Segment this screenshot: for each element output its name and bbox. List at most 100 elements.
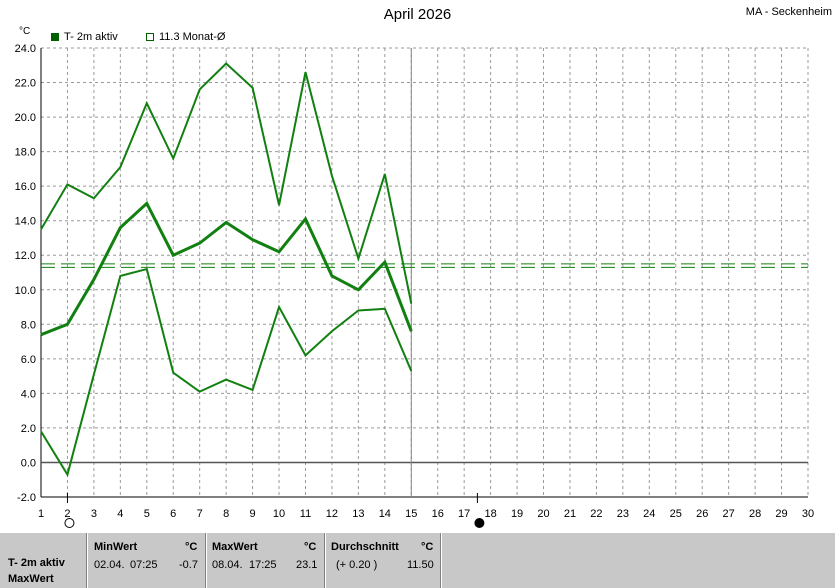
x-tick-label: 7: [197, 508, 203, 520]
x-tick-label: 28: [749, 508, 761, 520]
full-moon-icon: [64, 518, 75, 528]
data-point-mean: [199, 242, 201, 244]
data-point-min: [225, 379, 227, 381]
avg-unit: °C: [421, 541, 434, 553]
x-tick-label: 23: [617, 508, 629, 520]
x-tick-label: 13: [352, 508, 364, 520]
max-date: 08.04.: [212, 559, 243, 571]
data-point-mean: [225, 221, 227, 223]
data-point-min: [357, 309, 359, 311]
new-moon-icon: [474, 518, 485, 528]
data-point-max: [384, 173, 386, 175]
x-tick-label: 24: [643, 508, 655, 520]
y-tick-label: 18.0: [15, 147, 36, 159]
x-tick-label: 1: [38, 508, 44, 520]
data-point-max: [93, 197, 95, 199]
x-tick-label: 27: [723, 508, 735, 520]
y-tick-label: 0.0: [21, 457, 36, 469]
stats-footer: T- 2m aktiv MaxWert MinWert °C 02.04. 07…: [0, 533, 835, 588]
x-tick-label: 6: [170, 508, 176, 520]
data-point-min: [304, 354, 306, 356]
chart-grid: [41, 47, 809, 498]
data-point-mean: [252, 239, 254, 241]
data-point-max: [357, 258, 359, 260]
y-tick-label: 4.0: [21, 388, 36, 400]
min-label: MinWert: [94, 541, 138, 553]
data-point-max: [66, 183, 68, 185]
x-tick-label: 8: [223, 508, 229, 520]
data-point-mean: [278, 251, 280, 253]
data-point-mean: [40, 334, 42, 336]
x-tick-label: 2: [64, 508, 70, 520]
data-point-max: [252, 87, 254, 89]
legend-label-average: 11.3 Monat-Ø: [159, 31, 226, 43]
min-time: 07:25: [130, 559, 158, 571]
data-point-min: [40, 430, 42, 432]
footer-min-cell: MinWert °C 02.04. 07:25 -0.7: [88, 533, 205, 588]
data-point-min: [384, 308, 386, 310]
y-tick-label: -2.0: [17, 492, 36, 504]
y-tick-label: 20.0: [15, 112, 36, 124]
y-tick-label: 24.0: [15, 43, 36, 55]
data-point-max: [199, 88, 201, 90]
x-tick-label: 9: [250, 508, 256, 520]
data-point-min: [199, 391, 201, 393]
x-tick-label: 18: [484, 508, 496, 520]
data-point-max: [146, 102, 148, 104]
data-point-max: [225, 63, 227, 65]
y-tick-label: 2.0: [21, 423, 36, 435]
x-tick-label: 5: [144, 508, 150, 520]
y-unit-label: °C: [19, 26, 31, 37]
data-point-min: [93, 373, 95, 375]
station-name: MA - Seckenheim: [745, 6, 832, 18]
data-point-mean: [384, 261, 386, 263]
max-value: 23.1: [296, 559, 318, 571]
data-point-min: [66, 474, 68, 476]
data-point-min: [146, 268, 148, 270]
x-tick-label: 3: [91, 508, 97, 520]
chart-axes: [40, 48, 808, 498]
y-tick-label: 10.0: [15, 285, 36, 297]
x-tick-label: 19: [511, 508, 523, 520]
data-point-mean: [331, 275, 333, 277]
data-point-mean: [66, 323, 68, 325]
data-point-min: [278, 306, 280, 308]
data-point-mean: [357, 289, 359, 291]
x-tick-label: 29: [775, 508, 787, 520]
min-date: 02.04.: [94, 559, 125, 571]
x-tick-labels: 1 2 3 4 5 6 7 8 9 10 11 12 13 14 15 16 17 18 19 20 21 22 23 24 2…: [38, 508, 814, 520]
legend-swatch-filled: [51, 33, 59, 41]
y-tick-label: 6.0: [21, 354, 36, 366]
data-point-max: [40, 228, 42, 230]
avg-label: Durchschnitt: [331, 541, 399, 553]
y-tick-label: 12.0: [15, 250, 36, 262]
data-point-min: [119, 275, 121, 277]
avg-value: 11.50: [407, 559, 434, 571]
x-tick-label: 4: [117, 508, 123, 520]
x-tick-label: 15: [405, 508, 417, 520]
footer-series-label: T- 2m aktiv: [8, 557, 65, 569]
data-point-min: [410, 370, 412, 372]
data-point-max: [410, 303, 412, 305]
data-point-max: [278, 204, 280, 206]
series-line-min: [40, 267, 413, 478]
legend-item-average: 11.3 Monat-Ø: [146, 31, 225, 43]
chart-series: [40, 62, 413, 478]
data-point-max: [172, 158, 174, 160]
min-unit: °C: [185, 541, 198, 553]
max-label: MaxWert: [212, 541, 258, 553]
y-tick-label: 8.0: [21, 319, 36, 331]
footer-row-label: MaxWert: [8, 573, 54, 585]
data-point-min: [172, 372, 174, 374]
temperature-chart: -2.0 0.0 2.0 4.0 6.0 8.0 10.0 12.0 14.0 16.0 18.0 2…: [15, 43, 814, 528]
x-tick-label: 17: [458, 508, 470, 520]
footer-series-cell: T- 2m aktiv MaxWert: [0, 533, 86, 588]
data-point-mean: [119, 227, 121, 229]
x-tick-label: 21: [564, 508, 576, 520]
legend-item-current: T- 2m aktiv: [51, 31, 118, 43]
max-unit: °C: [304, 541, 317, 553]
min-value: -0.7: [179, 559, 198, 571]
chart-title: April 2026: [383, 6, 452, 23]
data-point-min: [331, 330, 333, 332]
footer-avg-cell: Durchschnitt °C (+ 0.20 ) 11.50: [326, 533, 440, 588]
